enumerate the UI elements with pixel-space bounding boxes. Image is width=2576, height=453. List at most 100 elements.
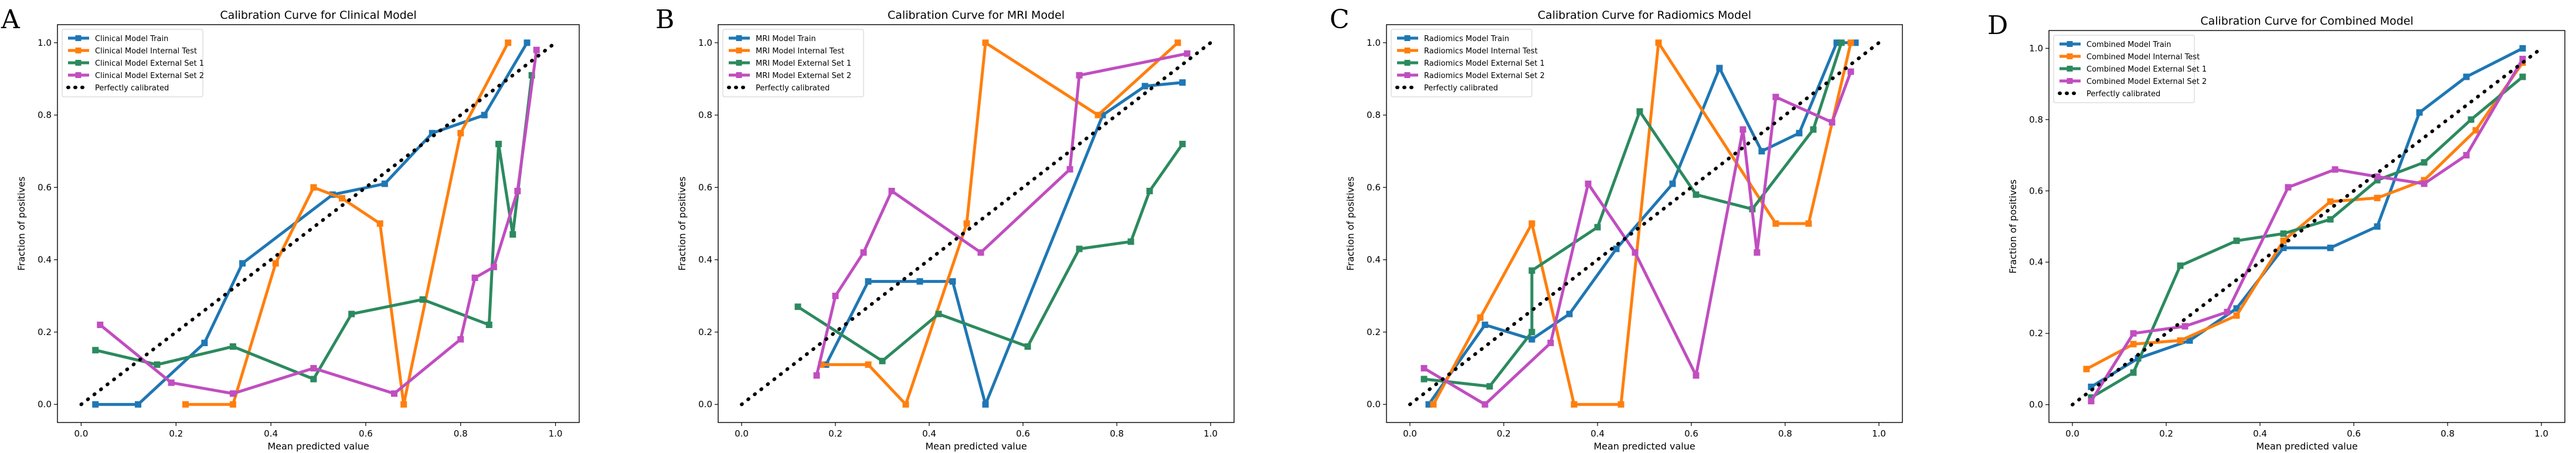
data-point-external-set-1 xyxy=(1528,267,1535,274)
y-tick-label: 0.2 xyxy=(1367,327,1381,337)
data-point-external-set-1 xyxy=(2088,394,2095,401)
y-tick-label: 0.8 xyxy=(38,110,52,120)
data-point-train xyxy=(239,260,246,267)
x-tick-label: 0.4 xyxy=(264,428,278,439)
x-axis-label: Mean predicted value xyxy=(267,441,369,452)
legend-marker xyxy=(736,60,742,66)
data-point-train xyxy=(1716,65,1723,72)
data-point-external-set-1 xyxy=(1024,343,1031,350)
x-tick-label: 1.0 xyxy=(549,428,563,439)
legend-marker xyxy=(75,72,81,78)
data-point-internal-test xyxy=(2374,194,2381,201)
data-point-internal-test xyxy=(1847,39,1854,46)
data-point-internal-test xyxy=(2327,198,2334,205)
legend-marker xyxy=(1404,60,1411,66)
legend-marker xyxy=(75,60,81,66)
data-point-train xyxy=(865,278,872,285)
legend-entry: Radiomics Model Internal Test xyxy=(1424,47,1538,56)
chart-title: Calibration Curve for Radiomics Model xyxy=(1538,9,1751,22)
legend-entry: Perfectly calibrated xyxy=(756,84,830,93)
data-point-external-set-2 xyxy=(2224,309,2231,316)
data-point-external-set-2 xyxy=(977,249,984,256)
legend-entry: Clinical Model Train xyxy=(95,35,168,43)
data-point-internal-test xyxy=(982,39,989,46)
data-point-external-set-2 xyxy=(813,372,820,379)
chart-title: Calibration Curve for Combined Model xyxy=(2200,15,2413,28)
data-point-external-set-1 xyxy=(2233,237,2240,244)
data-point-external-set-2 xyxy=(168,379,175,386)
data-point-train xyxy=(2519,45,2526,52)
data-point-external-set-2 xyxy=(832,292,839,299)
data-point-internal-test xyxy=(400,401,407,408)
x-tick-label: 0.8 xyxy=(1778,428,1792,439)
data-point-train xyxy=(2280,244,2287,251)
data-point-train xyxy=(1758,148,1765,155)
data-point-train xyxy=(2233,305,2240,312)
y-axis-label: Fraction of positives xyxy=(16,177,27,271)
data-point-train xyxy=(1425,401,1432,408)
legend-entry: MRI Model Train xyxy=(756,35,816,43)
chart-panel-a: A Calibration Curve for Clinical Model 0.0… xyxy=(1,5,580,452)
data-point-external-set-2 xyxy=(2332,166,2339,173)
data-point-train xyxy=(201,339,208,346)
data-point-external-set-2 xyxy=(310,365,317,372)
legend-marker xyxy=(75,48,81,53)
legend-entry: MRI Model External Set 1 xyxy=(756,59,851,68)
data-point-train xyxy=(135,401,142,408)
data-point-external-set-2 xyxy=(514,188,521,195)
data-point-internal-test xyxy=(1528,220,1535,227)
y-tick-label: 1.0 xyxy=(698,38,712,48)
data-point-external-set-1 xyxy=(2468,116,2475,123)
y-tick-label: 0.8 xyxy=(698,110,712,120)
data-point-internal-test xyxy=(229,401,236,408)
data-point-external-set-2 xyxy=(2088,398,2095,405)
data-point-external-set-2 xyxy=(1066,166,1073,173)
series-line-external-set-1 xyxy=(2090,75,2524,399)
data-point-external-set-1 xyxy=(2327,216,2334,223)
data-point-external-set-2 xyxy=(1420,365,1428,372)
data-point-external-set-1 xyxy=(2519,73,2526,80)
y-axis-label: Fraction of positives xyxy=(677,177,688,271)
series-line-external-set-2 xyxy=(815,52,1188,376)
data-point-train xyxy=(982,401,989,408)
data-point-external-set-1 xyxy=(1693,191,1700,198)
data-point-external-set-2 xyxy=(2519,56,2526,63)
legend-marker xyxy=(2067,41,2073,47)
data-point-train xyxy=(1481,322,1488,329)
legend-box xyxy=(2053,35,2195,103)
data-point-external-set-1 xyxy=(1594,224,1601,231)
x-axis-label: Mean predicted value xyxy=(925,441,1027,452)
x-tick-label: 0.8 xyxy=(454,428,468,439)
data-point-external-set-1 xyxy=(1076,245,1083,252)
series-line-train xyxy=(824,81,1183,406)
legend-marker xyxy=(2067,78,2073,84)
data-point-external-set-1 xyxy=(794,303,801,310)
perfect-calibration-line xyxy=(2071,46,2543,407)
y-tick-label: 0.2 xyxy=(2029,328,2043,339)
data-point-external-set-2 xyxy=(1632,249,1639,256)
series-line-internal-test xyxy=(2085,62,2524,371)
data-point-external-set-2 xyxy=(97,322,104,329)
data-point-external-set-1 xyxy=(509,231,516,238)
series-line-external-set-2 xyxy=(99,49,538,395)
y-tick-label: 1.0 xyxy=(2029,43,2043,53)
data-point-external-set-2 xyxy=(1829,119,1836,126)
data-point-train xyxy=(1852,39,1859,46)
data-point-external-set-1 xyxy=(495,140,502,147)
data-point-train xyxy=(1613,245,1620,252)
data-point-train xyxy=(2088,383,2095,390)
x-tick-label: 0.8 xyxy=(1110,428,1124,439)
data-point-external-set-1 xyxy=(2130,369,2137,376)
y-tick-label: 0.0 xyxy=(1367,399,1381,410)
y-tick-label: 0.4 xyxy=(1367,255,1381,265)
data-point-internal-test xyxy=(310,184,317,191)
plot-frame xyxy=(1386,24,1903,423)
y-tick-label: 0.0 xyxy=(38,399,52,410)
legend-entry: Clinical Model Internal Test xyxy=(95,47,197,56)
data-point-external-set-1 xyxy=(1127,238,1134,245)
data-point-external-set-1 xyxy=(879,357,886,364)
data-point-external-set-2 xyxy=(2181,323,2188,330)
legend-entry: Perfectly calibrated xyxy=(2086,90,2160,99)
y-tick-label: 0.0 xyxy=(698,399,712,410)
legend: Clinical Model Train Clinical Model Inter… xyxy=(62,29,204,97)
